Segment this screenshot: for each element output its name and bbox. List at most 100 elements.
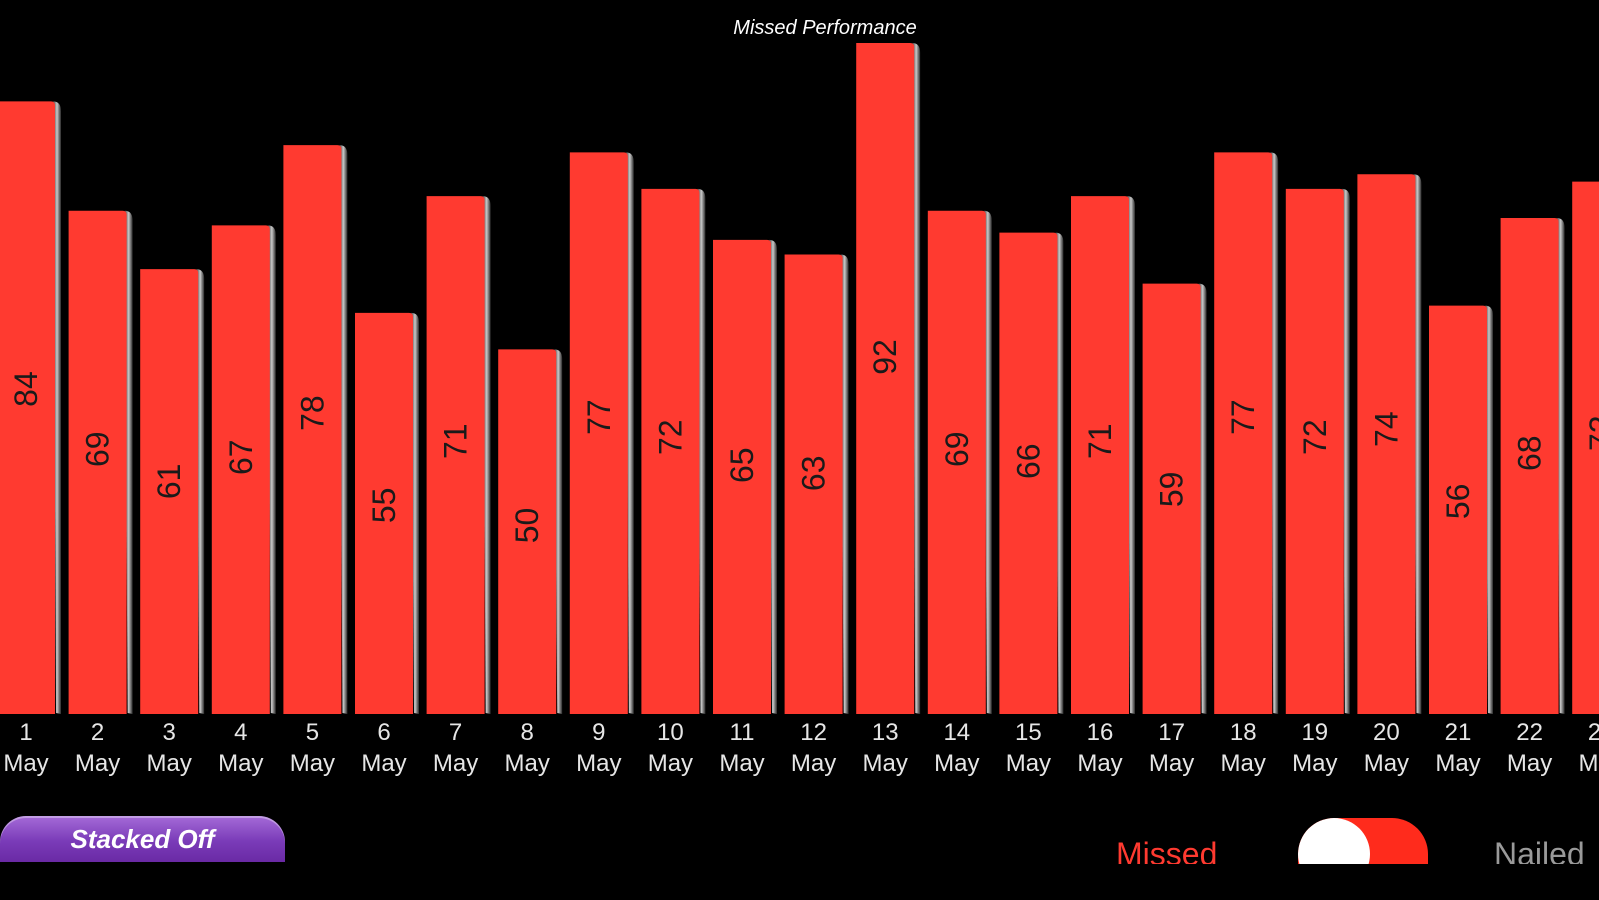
x-tick-label: 23 xyxy=(1588,719,1599,746)
bar-group: 74 20 May xyxy=(1357,174,1422,777)
bar[interactable] xyxy=(426,196,485,715)
bar-value-label: 69 xyxy=(80,431,116,467)
x-tick-label: 13 xyxy=(872,719,899,746)
bar[interactable] xyxy=(569,152,628,715)
x-tick-label: 1 xyxy=(19,719,32,746)
x-tick-label: May xyxy=(1149,750,1194,777)
bar[interactable] xyxy=(498,349,557,714)
x-tick-label: May xyxy=(1579,750,1599,777)
x-tick-label: May xyxy=(863,750,908,777)
bar-group: 71 16 May xyxy=(1071,196,1135,777)
bar-group: 56 21 May xyxy=(1429,305,1493,777)
bar[interactable] xyxy=(1285,188,1344,714)
x-tick-label: 3 xyxy=(163,719,176,746)
x-tick-label: May xyxy=(648,750,693,777)
x-tick-label: 15 xyxy=(1015,719,1042,746)
bar[interactable] xyxy=(68,210,127,714)
x-tick-label: May xyxy=(505,750,550,777)
x-tick-label: 20 xyxy=(1373,719,1400,746)
bar[interactable] xyxy=(1142,283,1201,714)
x-tick-label: 2 xyxy=(91,719,104,746)
bar[interactable] xyxy=(1500,218,1559,715)
stacked-toggle-button[interactable]: Stacked Off xyxy=(0,816,285,862)
x-tick-label: 7 xyxy=(449,719,462,746)
bar[interactable] xyxy=(641,188,700,714)
x-tick-label: May xyxy=(1221,750,1266,777)
x-tick-label: May xyxy=(1435,750,1480,777)
bar-value-label: 68 xyxy=(1512,435,1548,471)
bar[interactable] xyxy=(211,225,270,714)
bar-group: 78 5 May xyxy=(283,145,348,777)
chart-title: Missed Performance xyxy=(733,17,917,39)
bar-group: 55 6 May xyxy=(355,312,419,777)
bar[interactable] xyxy=(1214,152,1273,715)
bar-value-label: 84 xyxy=(8,371,44,407)
x-tick-label: 16 xyxy=(1087,719,1114,746)
x-tick-label: May xyxy=(791,750,836,777)
bar-value-label: 61 xyxy=(151,464,187,500)
bar-value-label: 65 xyxy=(724,447,760,483)
bar-value-label: 73 xyxy=(1583,415,1599,451)
bar[interactable] xyxy=(1429,305,1487,714)
x-tick-label: 6 xyxy=(377,719,390,746)
bar-value-label: 74 xyxy=(1368,411,1404,447)
bar-group: 72 10 May xyxy=(641,188,706,777)
bar[interactable] xyxy=(784,254,843,714)
x-tick-label: May xyxy=(75,750,120,777)
bar[interactable] xyxy=(856,43,915,714)
bar-value-label: 69 xyxy=(939,431,975,467)
x-tick-label: 8 xyxy=(521,719,534,746)
bar-group: 69 14 May xyxy=(927,210,992,777)
bar-value-label: 55 xyxy=(366,488,402,524)
bar-group: 69 2 May xyxy=(68,210,133,777)
bar[interactable] xyxy=(713,239,771,714)
bar-value-label: 72 xyxy=(1297,419,1333,455)
bar-value-label: 71 xyxy=(438,423,474,459)
bar[interactable] xyxy=(927,210,986,714)
bar[interactable] xyxy=(0,101,55,714)
bar-value-label: 71 xyxy=(1082,423,1118,459)
bar-value-label: 77 xyxy=(1225,399,1261,435)
x-tick-label: May xyxy=(719,750,764,777)
bottom-edge xyxy=(0,864,1599,900)
bar-group: 59 17 May xyxy=(1142,283,1207,777)
bar[interactable] xyxy=(999,232,1058,714)
missed-nailed-toggle[interactable] xyxy=(1298,818,1428,864)
bar-group: 84 1 May xyxy=(0,101,61,777)
x-tick-label: May xyxy=(1006,750,1051,777)
bar[interactable] xyxy=(1572,181,1599,714)
bar[interactable] xyxy=(283,145,342,714)
bar[interactable] xyxy=(1071,196,1129,715)
bar-group: 67 4 May xyxy=(211,225,276,777)
bar-value-label: 78 xyxy=(294,395,330,431)
bar-group: 65 11 May xyxy=(713,239,777,777)
bar[interactable] xyxy=(140,269,199,714)
bar-value-label: 92 xyxy=(867,339,903,375)
bar-group: 77 9 May xyxy=(569,152,634,777)
x-tick-label: 14 xyxy=(943,719,970,746)
x-tick-label: May xyxy=(1077,750,1122,777)
x-tick-label: 9 xyxy=(592,719,605,746)
x-tick-label: May xyxy=(1507,750,1552,777)
bar-group: 73 23 May xyxy=(1572,181,1599,777)
bar-value-label: 67 xyxy=(223,439,259,475)
x-tick-label: May xyxy=(576,750,621,777)
bar-value-label: 72 xyxy=(652,419,688,455)
bar[interactable] xyxy=(1357,174,1416,715)
bar-value-label: 63 xyxy=(796,455,832,491)
x-tick-label: 18 xyxy=(1230,719,1257,746)
bar-group: 71 7 May xyxy=(426,196,491,777)
x-tick-label: May xyxy=(1364,750,1409,777)
x-tick-label: May xyxy=(147,750,192,777)
x-tick-label: 17 xyxy=(1158,719,1185,746)
x-tick-label: 5 xyxy=(306,719,319,746)
bar-group: 50 8 May xyxy=(498,349,563,777)
x-tick-label: 12 xyxy=(800,719,827,746)
x-tick-label: May xyxy=(934,750,979,777)
bar-value-label: 56 xyxy=(1440,484,1476,520)
bar-value-label: 77 xyxy=(581,399,617,435)
bar[interactable] xyxy=(355,312,413,714)
x-tick-label: 11 xyxy=(730,719,755,746)
